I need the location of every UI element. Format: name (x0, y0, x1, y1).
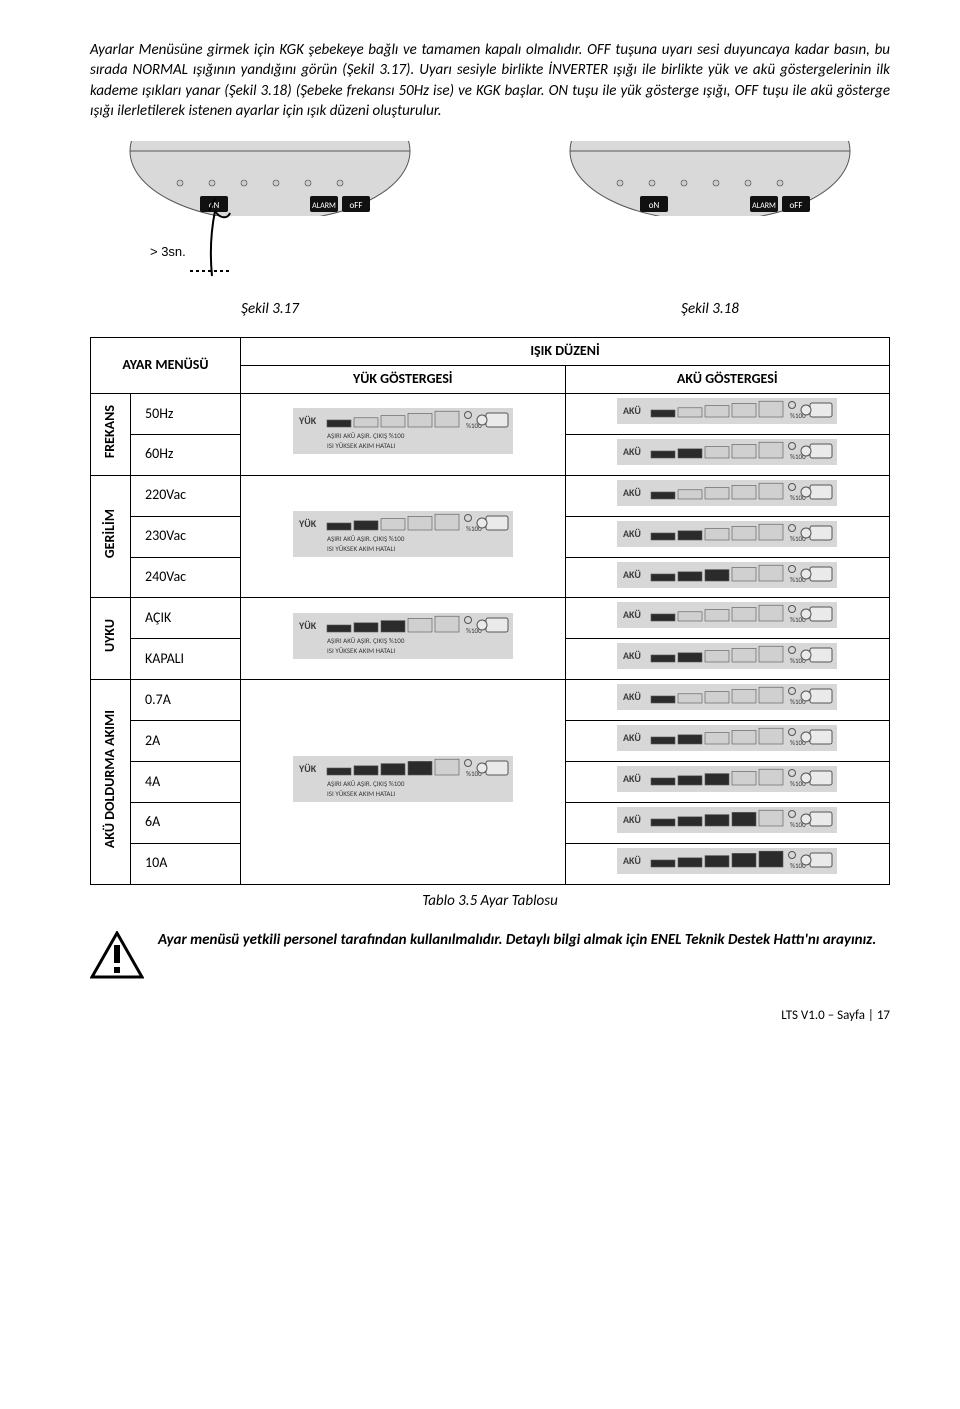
svg-text:AKÜ: AKÜ (623, 527, 641, 540)
svg-text:oN: oN (649, 200, 660, 211)
svg-text:ALARM: ALARM (752, 201, 776, 211)
svg-text:AKÜ: AKÜ (623, 486, 641, 499)
aku-gauge-cell: AKÜ%100 (565, 762, 890, 803)
svg-text:AKÜ: AKÜ (623, 854, 641, 867)
warning-row: Ayar menüsü yetkili personel tarafından … (90, 931, 890, 979)
svg-text:AKÜ: AKÜ (623, 608, 641, 621)
svg-text:ISI YÜKSEK AKIM HATALI: ISI YÜKSEK AKIM HATALI (327, 544, 395, 553)
svg-text:AKÜ: AKÜ (623, 813, 641, 826)
setting-name: 220Vac (131, 475, 241, 516)
caption-right: Şekil 3.18 (530, 299, 890, 319)
svg-text:YÜK: YÜK (298, 619, 317, 632)
svg-text:ALARM: ALARM (312, 201, 336, 211)
svg-text:ISI YÜKSEK AKIM HATALI: ISI YÜKSEK AKIM HATALI (327, 789, 395, 798)
yuk-gauge-cell: YÜK%100 AŞIRI AKÜ AŞIR. ÇIKIŞ %100 ISI Y… (241, 475, 566, 598)
th-menu: AYAR MENÜSÜ (91, 338, 241, 394)
svg-text:AKÜ: AKÜ (623, 649, 641, 662)
setting-name: 60Hz (131, 434, 241, 475)
svg-text:AŞIRI AKÜ AŞIR. ÇIKIŞ: AŞIRI AKÜ AŞIR. ÇIKIŞ %100 (327, 636, 405, 645)
setting-name: 10A (131, 843, 241, 884)
svg-text:ISI YÜKSEK AKIM HATALI: ISI YÜKSEK AKIM HATALI (327, 441, 395, 450)
figure-left: oN ALARM oFF > 3sn. (90, 141, 450, 291)
aku-gauge-cell: AKÜ%100 (565, 721, 890, 762)
svg-text:AKÜ: AKÜ (623, 731, 641, 744)
group-label: GERİLİM (101, 503, 120, 564)
figure-right: oN ALARM oFF (530, 141, 890, 291)
svg-text:AŞIRI AKÜ AŞIR. ÇIKIŞ: AŞIRI AKÜ AŞIR. ÇIKIŞ %100 (327, 779, 405, 788)
figure-row: oN ALARM oFF > 3sn. oN ALARM oFF (90, 141, 890, 291)
svg-text:AŞIRI AKÜ AŞIR. ÇIKIŞ: AŞIRI AKÜ AŞIR. ÇIKIŞ %100 (327, 534, 405, 543)
svg-text:YÜK: YÜK (298, 762, 317, 775)
svg-text:AKÜ: AKÜ (623, 772, 641, 785)
setting-name: 4A (131, 762, 241, 803)
table-caption: Tablo 3.5 Ayar Tablosu (90, 891, 890, 911)
warning-text: Ayar menüsü yetkili personel tarafından … (158, 931, 876, 951)
setting-name: 230Vac (131, 516, 241, 557)
svg-text:AKÜ: AKÜ (623, 445, 641, 458)
warning-icon (90, 931, 144, 979)
group-label: AKÜ DOLDURMA AKIMI (101, 704, 120, 854)
svg-text:YÜK: YÜK (298, 414, 317, 427)
svg-text:AKÜ: AKÜ (623, 568, 641, 581)
setting-name: 6A (131, 802, 241, 843)
svg-text:oFF: oFF (789, 200, 802, 211)
setting-name: 0.7A (131, 680, 241, 721)
th-aku: AKÜ GÖSTERGESİ (565, 366, 890, 394)
caption-left: Şekil 3.17 (90, 299, 450, 319)
svg-text:AKÜ: AKÜ (623, 404, 641, 417)
table-row: UYKUAÇIK YÜK%100 AŞIRI AKÜ AŞIR. ÇIKIŞ %… (91, 598, 890, 639)
group-label: FREKANS (101, 399, 120, 464)
aku-gauge-cell: AKÜ%100 (565, 434, 890, 475)
svg-text:YÜK: YÜK (298, 517, 317, 530)
aku-gauge-cell: AKÜ%100 (565, 516, 890, 557)
page-footer: LTS V1.0 – Sayfa | 17 (90, 1007, 890, 1025)
yuk-gauge-cell: YÜK%100 AŞIRI AKÜ AŞIR. ÇIKIŞ %100 ISI Y… (241, 680, 566, 884)
yuk-gauge-cell: YÜK%100 AŞIRI AKÜ AŞIR. ÇIKIŞ %100 ISI Y… (241, 394, 566, 476)
setting-name: KAPALI (131, 639, 241, 680)
aku-gauge-cell: AKÜ%100 (565, 843, 890, 884)
intro-paragraph: Ayarlar Menüsüne girmek için KGK şebekey… (90, 40, 890, 121)
svg-text:AŞIRI AKÜ AŞIR. ÇIKIŞ: AŞIRI AKÜ AŞIR. ÇIKIŞ %100 (327, 431, 405, 440)
table-row: FREKANS50Hz YÜK%100 AŞIRI AKÜ AŞIR. ÇIKI… (91, 394, 890, 435)
setting-name: 2A (131, 721, 241, 762)
svg-text:> 3sn.: > 3sn. (150, 244, 186, 259)
table-row: AKÜ DOLDURMA AKIMI0.7A YÜK%100 AŞIRI AKÜ… (91, 680, 890, 721)
setting-name: AÇIK (131, 598, 241, 639)
group-label: UYKU (101, 613, 120, 658)
settings-table: AYAR MENÜSÜ IŞIK DÜZENİ YÜK GÖSTERGESİ A… (90, 337, 890, 884)
table-row: GERİLİM220Vac YÜK%100 AŞIRI AKÜ AŞIR. ÇI… (91, 475, 890, 516)
yuk-gauge-cell: YÜK%100 AŞIRI AKÜ AŞIR. ÇIKIŞ %100 ISI Y… (241, 598, 566, 680)
aku-gauge-cell: AKÜ%100 (565, 639, 890, 680)
aku-gauge-cell: AKÜ%100 (565, 475, 890, 516)
aku-gauge-cell: AKÜ%100 (565, 802, 890, 843)
aku-gauge-cell: AKÜ%100 (565, 680, 890, 721)
th-yuk: YÜK GÖSTERGESİ (241, 366, 566, 394)
svg-text:oFF: oFF (349, 200, 362, 211)
aku-gauge-cell: AKÜ%100 (565, 394, 890, 435)
svg-text:ISI YÜKSEK AKIM HATALI: ISI YÜKSEK AKIM HATALI (327, 646, 395, 655)
svg-text:AKÜ: AKÜ (623, 690, 641, 703)
th-group: IŞIK DÜZENİ (241, 338, 890, 366)
aku-gauge-cell: AKÜ%100 (565, 598, 890, 639)
setting-name: 50Hz (131, 394, 241, 435)
aku-gauge-cell: AKÜ%100 (565, 557, 890, 598)
setting-name: 240Vac (131, 557, 241, 598)
